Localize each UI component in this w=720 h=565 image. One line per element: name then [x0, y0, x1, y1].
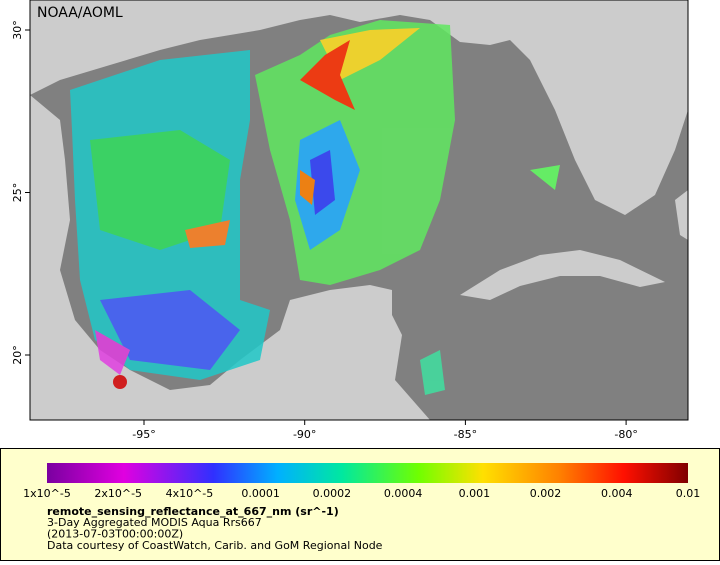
patch — [300, 170, 315, 205]
land-north — [30, 0, 688, 215]
map: NOAA/AOML — [30, 0, 688, 420]
x-tick-label: -85° — [454, 428, 477, 441]
patch — [95, 330, 130, 375]
patch — [420, 350, 445, 395]
reflectance-overlay — [70, 20, 560, 395]
patch — [310, 150, 335, 215]
land-cuba — [460, 250, 665, 300]
patch — [100, 290, 240, 370]
y-tick-label: 30° — [11, 20, 24, 40]
colorbar-label: 0.0002 — [313, 487, 352, 500]
colorbar-label: 0.004 — [601, 487, 633, 500]
patch — [300, 40, 355, 110]
legend-lines: 3-Day Aggregated MODIS Aqua Rrs667(2013-… — [47, 516, 383, 552]
x-tick-label: -80° — [614, 428, 637, 441]
colorbar-label: 0.01 — [676, 487, 701, 500]
colorbar — [47, 463, 688, 483]
patch — [113, 375, 127, 389]
colorbar-label: 1x10^-5 — [23, 487, 71, 500]
patch — [185, 220, 230, 248]
x-tick-label: -95° — [132, 428, 155, 441]
colorbar-label: 0.0001 — [241, 487, 280, 500]
x-tick-label: -90° — [293, 428, 316, 441]
y-tick-label: 25° — [11, 183, 24, 203]
axes: -95° -90° -85° -80° 30° 25° 20° — [11, 20, 638, 441]
patch — [90, 130, 230, 250]
colorbar-labels: 1x10^-5 2x10^-5 4x10^-5 0.0001 0.0002 0.0004 0… — [23, 487, 700, 500]
map-credit: NOAA/AOML — [37, 5, 123, 21]
colorbar-label: 0.002 — [530, 487, 562, 500]
map-frame — [29, 0, 689, 421]
patch — [320, 28, 420, 80]
variable-name: remote_sensing_reflectance_at_667_nm (sr… — [47, 505, 339, 518]
legend-line: (2013-07-03T00:00:00Z) — [47, 528, 183, 541]
legend-line: Data courtesy of CoastWatch, Carib. and … — [47, 539, 383, 552]
colorbar-label: 2x10^-5 — [94, 487, 142, 500]
colorbar-label: 0.001 — [459, 487, 491, 500]
land-bahamas — [675, 190, 688, 240]
colorbar-label: 0.0004 — [384, 487, 423, 500]
legend-line: 3-Day Aggregated MODIS Aqua Rrs667 — [47, 516, 262, 529]
y-tick-label: 20° — [11, 345, 24, 365]
patch — [530, 165, 560, 190]
colorbar-label: 4x10^-5 — [166, 487, 214, 500]
land-mexico — [30, 95, 430, 420]
